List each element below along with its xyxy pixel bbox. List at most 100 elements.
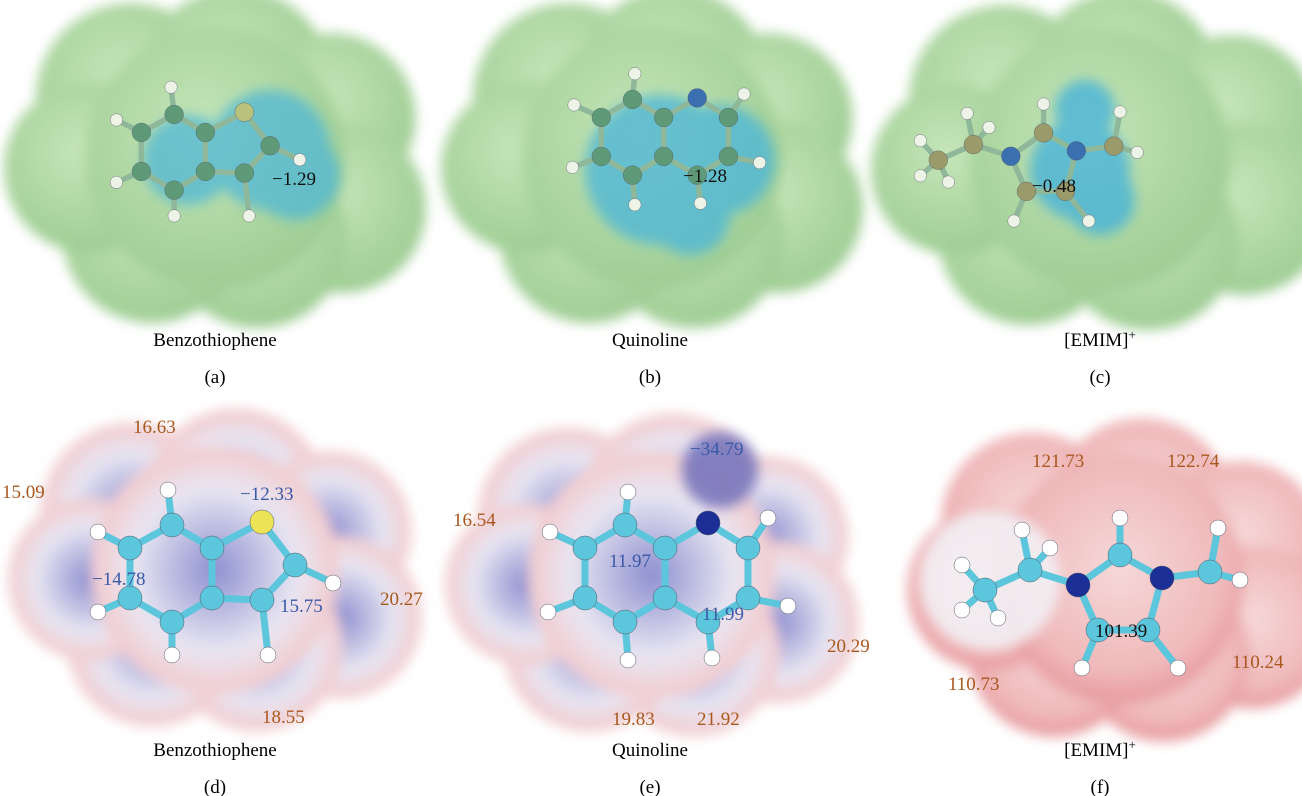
caption-text: [EMIM] <box>1064 330 1128 351</box>
atom <box>131 122 151 142</box>
atom <box>654 107 674 127</box>
atom <box>1209 519 1227 537</box>
atom <box>89 523 107 541</box>
atom <box>913 169 927 183</box>
atom <box>654 146 674 166</box>
atom <box>572 535 598 561</box>
atom <box>110 175 123 189</box>
caption: Benzothiophene <box>153 740 276 761</box>
atom <box>1065 572 1091 598</box>
atom <box>989 609 1007 627</box>
atom <box>242 209 256 223</box>
atom <box>567 98 581 112</box>
atom <box>159 512 185 538</box>
atom <box>982 121 996 134</box>
value-label: −12.33 <box>240 484 293 505</box>
panel-label: (f) <box>1091 777 1110 796</box>
atom <box>687 88 707 108</box>
atom <box>159 481 177 499</box>
atom <box>628 67 642 81</box>
surface <box>445 413 859 737</box>
atom <box>1113 105 1127 119</box>
value-label: −1.29 <box>272 169 316 190</box>
value-label: 11.97 <box>609 551 651 572</box>
atom <box>1197 559 1223 585</box>
panel-label: (b) <box>639 367 661 388</box>
value-label: 122.74 <box>1167 451 1220 472</box>
atom <box>687 165 707 185</box>
atom <box>735 585 761 611</box>
atom <box>110 113 123 127</box>
atom <box>622 165 643 185</box>
caption-text: [EMIM] <box>1064 740 1128 761</box>
molecule <box>913 97 1144 228</box>
value-label: 20.29 <box>827 636 870 657</box>
atom <box>1085 617 1111 643</box>
value-label: 21.92 <box>697 709 740 730</box>
atom <box>1041 539 1059 557</box>
molecules <box>89 67 1249 677</box>
atom <box>259 646 277 664</box>
surface-lobe <box>650 175 730 255</box>
value-label: 16.63 <box>133 417 176 438</box>
atom <box>1055 181 1075 201</box>
atom <box>619 483 637 501</box>
atom <box>117 585 143 611</box>
caption-superscript: + <box>1129 737 1136 752</box>
atom <box>718 146 738 166</box>
atom <box>1034 123 1054 143</box>
atom <box>1013 521 1031 539</box>
atom <box>164 80 178 94</box>
atom <box>619 651 637 669</box>
atom <box>1016 181 1036 201</box>
caption-text: Quinoline <box>612 330 688 351</box>
atom <box>622 89 643 110</box>
atom <box>249 509 275 535</box>
atom <box>260 136 280 156</box>
atom <box>1135 617 1161 643</box>
atom <box>234 163 254 183</box>
caption-superscript: + <box>1129 327 1136 342</box>
value-label: −34.79 <box>690 439 743 460</box>
atom <box>566 160 579 174</box>
atom <box>1082 214 1096 228</box>
value-label: 110.24 <box>1232 652 1284 673</box>
atom <box>779 597 797 615</box>
labels: Benzothiophene(a)Quinoline(b)[EMIM]+(c)B… <box>2 166 1284 796</box>
atom <box>167 209 181 223</box>
value-label: −1.28 <box>683 166 727 187</box>
atom <box>1007 214 1021 228</box>
atom <box>737 87 751 101</box>
atom <box>913 134 927 148</box>
molecule <box>566 67 767 212</box>
atom <box>703 649 721 667</box>
value-label: −0.48 <box>1032 176 1076 197</box>
surface-lobe <box>996 456 1244 704</box>
atom <box>1001 146 1021 166</box>
atom <box>591 107 611 127</box>
atom <box>164 180 184 200</box>
atom <box>759 509 777 527</box>
value-label: 18.55 <box>262 707 305 728</box>
atom <box>960 106 974 120</box>
atom <box>1073 659 1091 677</box>
atom <box>159 609 185 635</box>
atom <box>1104 136 1124 156</box>
caption: Quinoline <box>612 740 688 761</box>
caption: [EMIM]+ <box>1064 737 1136 762</box>
atom <box>972 577 998 603</box>
atom <box>163 646 181 664</box>
value-label: 20.27 <box>380 589 423 610</box>
value-label: 11.99 <box>702 604 744 625</box>
atom <box>1111 509 1129 527</box>
atom <box>953 556 971 574</box>
atom <box>942 175 955 189</box>
value-label: 19.83 <box>612 709 655 730</box>
panel-label: (c) <box>1089 367 1110 388</box>
atom <box>612 609 638 635</box>
atom <box>1107 542 1133 568</box>
atom <box>953 601 971 619</box>
surface-lobe <box>1065 165 1135 235</box>
atom <box>195 122 215 142</box>
